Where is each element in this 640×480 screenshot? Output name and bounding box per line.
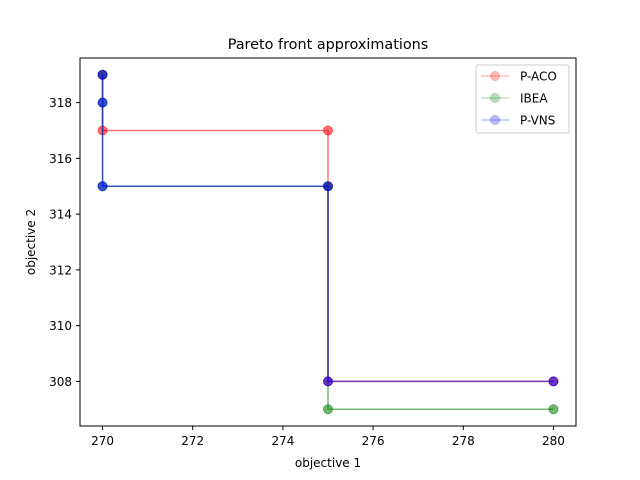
- x-tick-label-278: 278: [452, 434, 475, 448]
- y-tick-label-318: 318: [49, 96, 72, 110]
- plot-frame: [79, 57, 577, 427]
- y-tick-label-308: 308: [49, 375, 72, 389]
- y-tick-label-316: 316: [49, 152, 72, 166]
- x-tick-label-270: 270: [91, 434, 114, 448]
- legend-label-p-aco: P-ACO: [520, 70, 557, 84]
- y-axis-label: objective 2: [24, 209, 38, 275]
- data-point-p-vns-4: [323, 376, 333, 387]
- data-point-p-vns-2: [97, 181, 108, 192]
- legend-marker-p-vns: [490, 115, 500, 125]
- x-tick-label-280: 280: [542, 434, 565, 448]
- chart-title: Pareto front approximations: [228, 37, 429, 53]
- x-tick-label-274: 274: [271, 434, 294, 448]
- x-axis-label: objective 1: [295, 456, 361, 470]
- series-layer: [97, 69, 559, 415]
- data-point-p-vns-1: [97, 97, 108, 108]
- legend-label-p-vns: P-VNS: [520, 114, 555, 128]
- tick-layer: 270 272 274 276 278 280 308 310 312 314 316 318: [49, 96, 565, 448]
- data-point-p-vns-3: [323, 181, 333, 192]
- y-tick-label-314: 314: [49, 208, 72, 222]
- legend-label-ibea: IBEA: [520, 92, 548, 106]
- data-point-p-aco-2: [323, 125, 333, 136]
- data-point-ibea-4: [323, 404, 333, 415]
- data-point-ibea-5: [548, 404, 559, 415]
- data-point-p-vns-0: [97, 69, 108, 80]
- y-tick-label-310: 310: [49, 319, 72, 333]
- y-tick-label-312: 312: [49, 263, 72, 277]
- x-tick-label-276: 276: [362, 434, 385, 448]
- x-tick-label-272: 272: [181, 434, 204, 448]
- data-point-p-vns-5: [548, 376, 559, 387]
- legend-box: [475, 64, 570, 134]
- legend: P-ACO IBEA P-VNS: [475, 64, 570, 134]
- legend-marker-ibea: [490, 93, 500, 103]
- legend-marker-p-aco: [490, 71, 500, 81]
